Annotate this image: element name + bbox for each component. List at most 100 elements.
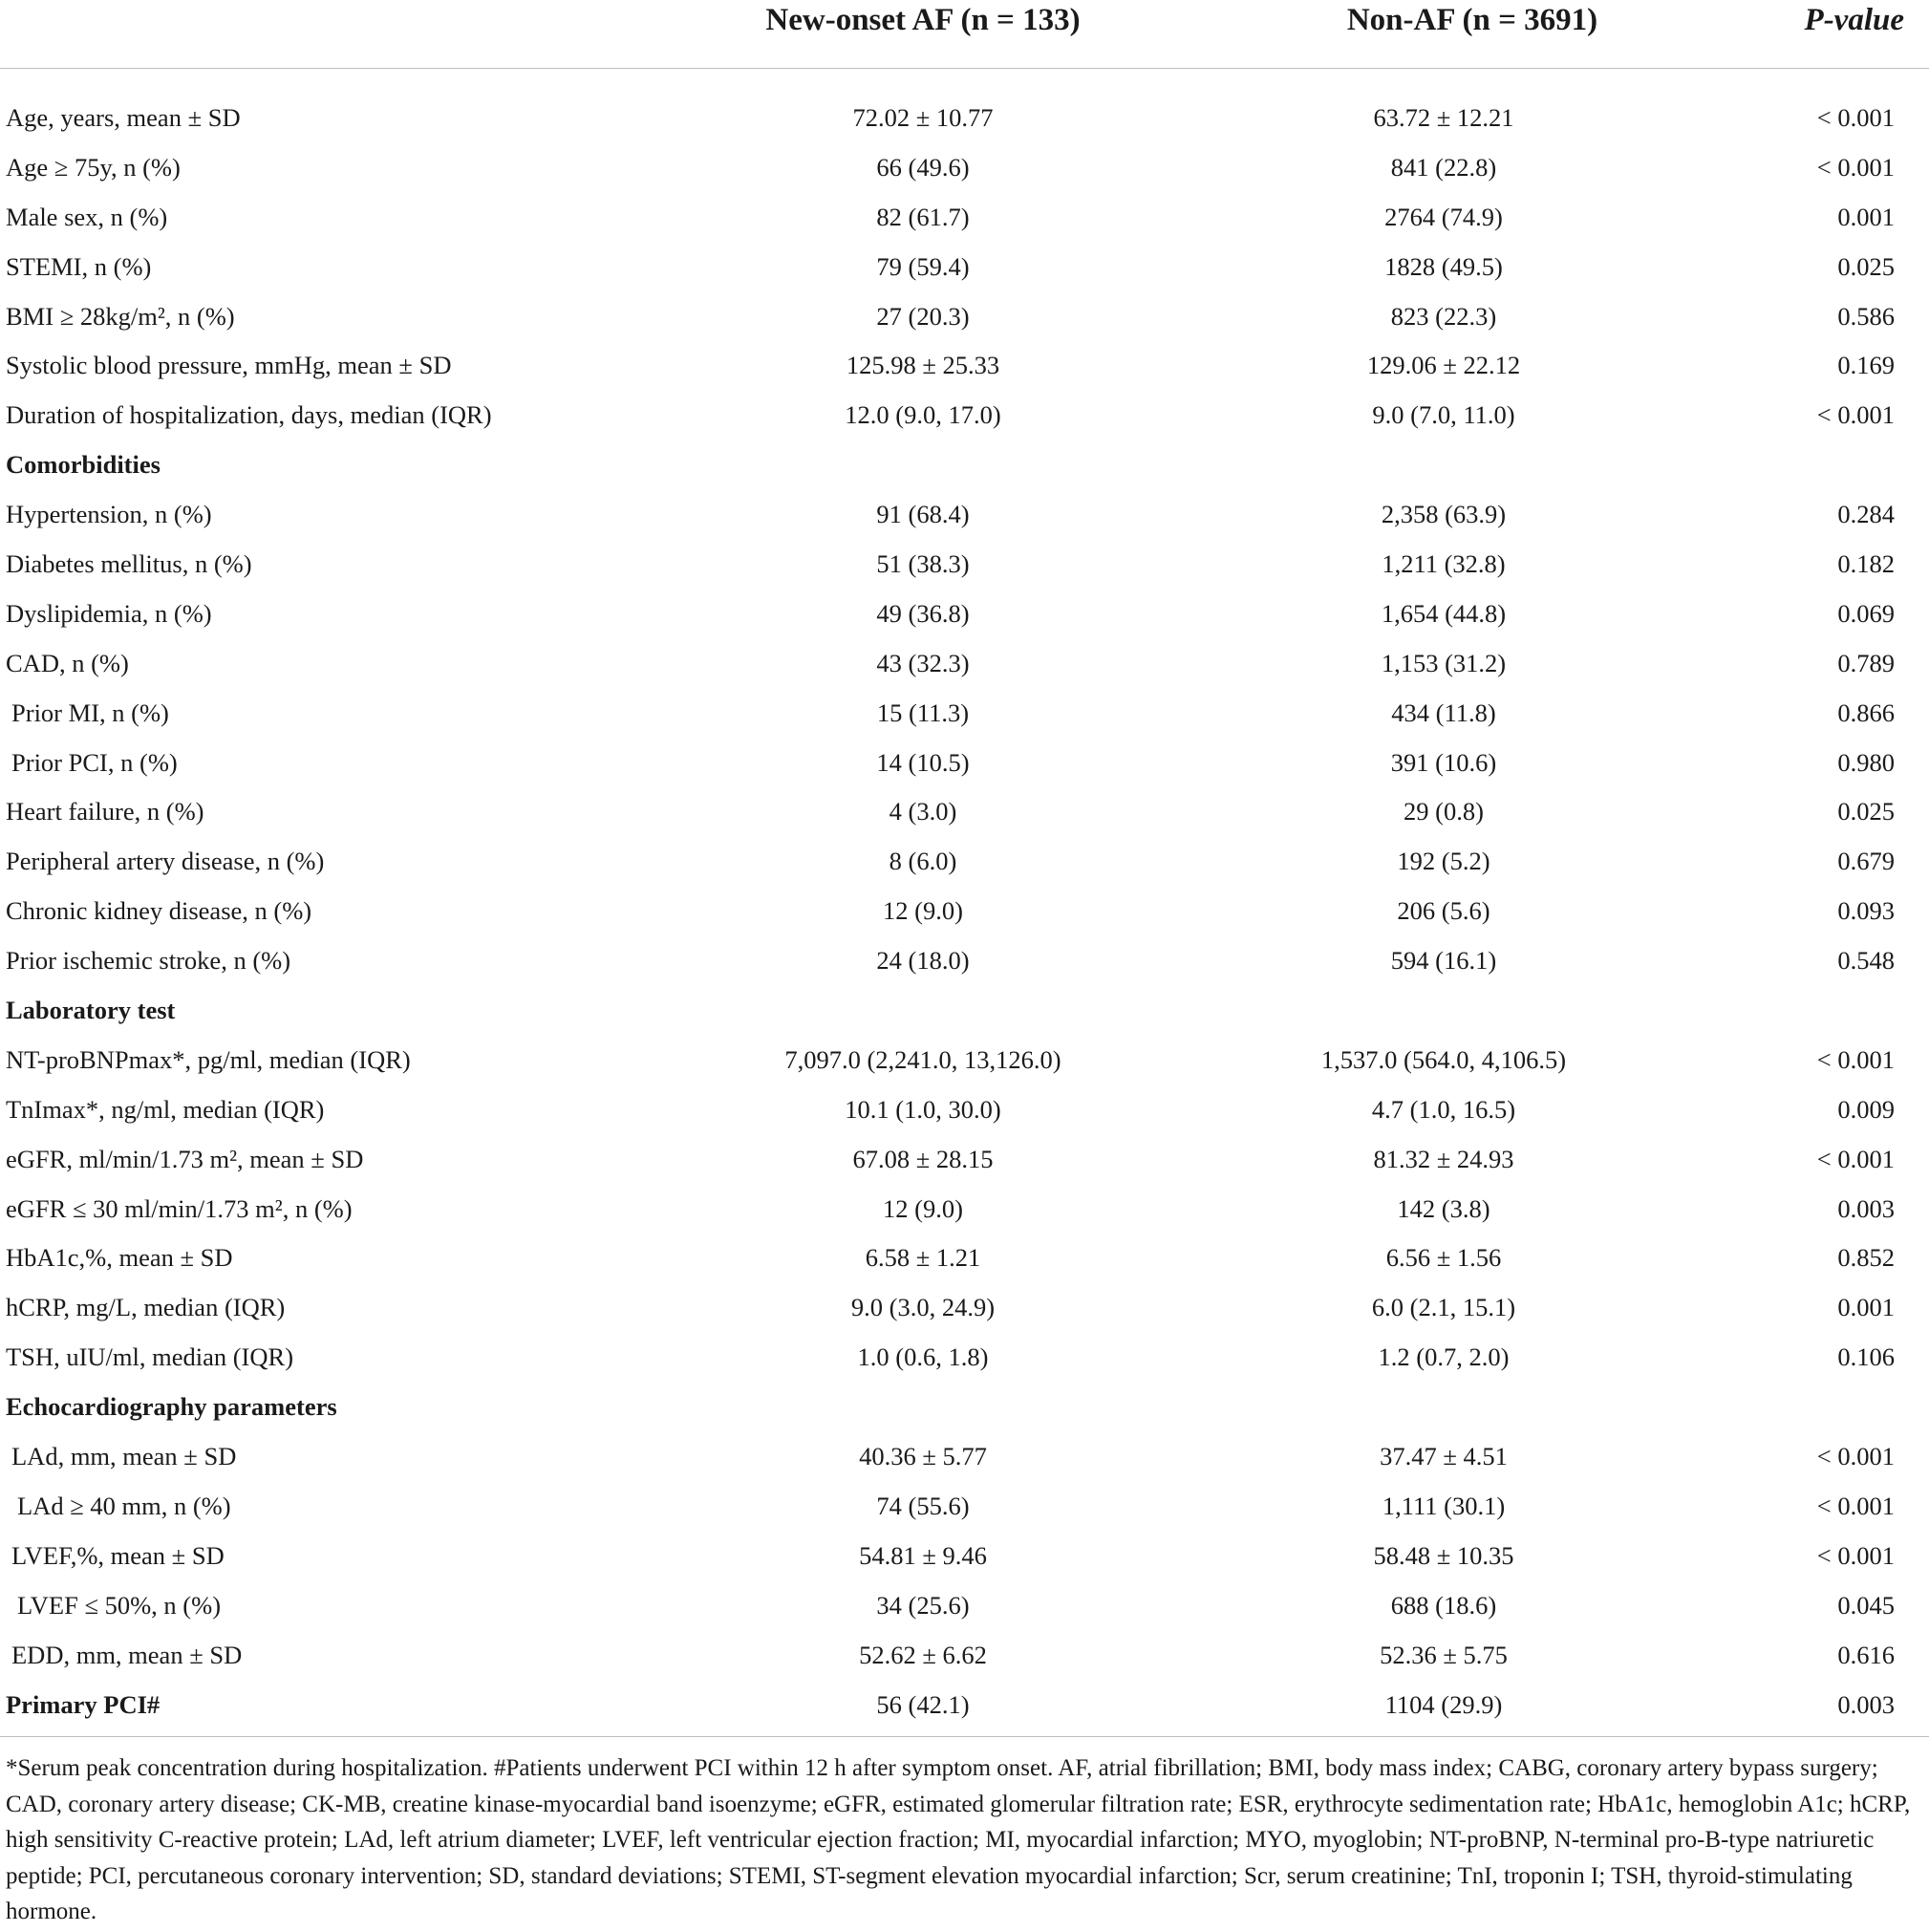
cell-non-af: 9.0 (7.0, 11.0) (1372, 400, 1515, 430)
cell-p-value: 0.980 (1837, 747, 1895, 777)
row-label: Chronic kidney disease, n (%) (6, 896, 312, 926)
row-label: Systolic blood pressure, mmHg, mean ± SD (6, 351, 452, 380)
row-label: BMI ≥ 28kg/m², n (%) (6, 301, 235, 331)
cell-p-value: 0.001 (1837, 202, 1895, 231)
table-row: Prior PCI, n (%) 14 (10.5) 391 (10.6) 0.980 (0, 739, 1929, 788)
table-row: EDD, mm, mean ± SD 52.62 ± 6.62 52.36 ± 5.… (0, 1631, 1929, 1681)
cell-new-onset-af: 27 (20.3) (876, 301, 970, 331)
table-section-row: Primary PCI# 56 (42.1) 1104 (29.9) 0.003 (0, 1681, 1929, 1730)
table-header: New-onset AF (n = 133) Non-AF (n = 3691)… (0, 0, 1929, 69)
cell-new-onset-af: 43 (32.3) (876, 648, 970, 677)
table-row: BMI ≥ 28kg/m², n (%) 27 (20.3) 823 (22.3) 0… (0, 292, 1929, 342)
table-row: STEMI, n (%) 79 (59.4) 1828 (49.5) 0.025 (0, 243, 1929, 292)
table-row: Age ≥ 75y, n (%) 66 (49.6) 841 (22.8) < 0.0… (0, 143, 1929, 193)
table-row: Duration of hospitalization, days, media… (0, 391, 1929, 440)
row-label: Dyslipidemia, n (%) (6, 598, 212, 628)
cell-p-value: 0.009 (1837, 1094, 1895, 1124)
cell-new-onset-af: 4 (3.0) (889, 797, 957, 826)
cell-new-onset-af: 56 (42.1) (876, 1689, 970, 1719)
table-row: hCRP, mg/L, median (IQR) 9.0 (3.0, 24.9) 6… (0, 1283, 1929, 1333)
cell-p-value (1710, 1383, 1895, 1432)
row-label: Comorbidities (6, 450, 161, 480)
cell-new-onset-af (726, 440, 1120, 490)
cell-new-onset-af: 72.02 ± 10.77 (852, 103, 994, 132)
table-row: LVEF,%, mean ± SD 54.81 ± 9.46 58.48 ± 10.… (0, 1532, 1929, 1581)
cell-new-onset-af: 52.62 ± 6.62 (859, 1640, 987, 1669)
cell-non-af: 434 (11.8) (1391, 698, 1496, 727)
cell-non-af: 1,654 (44.8) (1381, 598, 1507, 628)
row-label: Heart failure, n (%) (6, 797, 204, 826)
cell-p-value: 0.586 (1837, 301, 1895, 331)
row-label: TnImax*, ng/ml, median (IQR) (6, 1094, 325, 1124)
row-label: Age ≥ 75y, n (%) (6, 152, 181, 182)
cell-non-af: 391 (10.6) (1390, 747, 1497, 777)
cell-new-onset-af: 7,097.0 (2,241.0, 13,126.0) (784, 1044, 1061, 1074)
row-label: hCRP, mg/L, median (IQR) (6, 1293, 286, 1322)
cell-new-onset-af: 34 (25.6) (876, 1590, 970, 1620)
table-row: eGFR ≤ 30 ml/min/1.73 m², n (%) 12 (9.0) 1… (0, 1185, 1929, 1234)
cell-p-value: 0.616 (1837, 1640, 1895, 1669)
row-label: LVEF,%, mean ± SD (11, 1540, 225, 1570)
row-label: NT-proBNPmax*, pg/ml, median (IQR) (6, 1044, 411, 1074)
cell-p-value: 0.182 (1837, 549, 1895, 579)
cell-new-onset-af: 125.98 ± 25.33 (846, 351, 1000, 380)
row-label: Prior ischemic stroke, n (%) (6, 946, 291, 976)
cell-non-af: 823 (22.3) (1390, 301, 1497, 331)
cell-new-onset-af: 74 (55.6) (876, 1491, 970, 1520)
table-footnote: *Serum peak concentration during hospita… (6, 1755, 1911, 1924)
row-label: CAD, n (%) (6, 648, 129, 677)
cell-new-onset-af: 14 (10.5) (876, 747, 970, 777)
table-row: Male sex, n (%) 82 (61.7) 2764 (74.9) 0.001 (0, 193, 1929, 243)
table-row: Age, years, mean ± SD 72.02 ± 10.77 63.72 … (0, 94, 1929, 143)
baseline-characteristics-table: New-onset AF (n = 133) Non-AF (n = 3691)… (0, 0, 1929, 1730)
cell-p-value: 0.003 (1837, 1689, 1895, 1719)
cell-non-af: 192 (5.2) (1397, 847, 1490, 876)
cell-non-af: 1104 (29.9) (1384, 1689, 1503, 1719)
cell-p-value: 0.001 (1837, 1293, 1895, 1322)
row-label: EDD, mm, mean ± SD (11, 1640, 243, 1669)
cell-non-af: 1828 (49.5) (1384, 251, 1503, 281)
row-label: eGFR, ml/min/1.73 m², mean ± SD (6, 1144, 364, 1173)
row-label: Primary PCI# (6, 1689, 161, 1719)
cell-new-onset-af: 91 (68.4) (876, 500, 970, 529)
row-label: eGFR ≤ 30 ml/min/1.73 m², n (%) (6, 1193, 353, 1223)
header-new-onset-af: New-onset AF (n = 133) (765, 3, 1081, 37)
cell-new-onset-af: 8 (6.0) (889, 847, 957, 876)
table-section-row: Echocardiography parameters (0, 1383, 1929, 1432)
table-row: LAd ≥ 40 mm, n (%) 74 (55.6) 1,111 (30.1) <… (0, 1482, 1929, 1532)
cell-p-value: 0.852 (1837, 1243, 1895, 1273)
cell-p-value: < 0.001 (1816, 1491, 1895, 1520)
cell-new-onset-af: 1.0 (0.6, 1.8) (857, 1342, 989, 1372)
table-row: Systolic blood pressure, mmHg, mean ± SD… (0, 341, 1929, 391)
cell-new-onset-af: 82 (61.7) (876, 202, 970, 231)
row-label: Duration of hospitalization, days, media… (6, 400, 492, 430)
cell-p-value: < 0.001 (1816, 103, 1895, 132)
row-label: Laboratory test (6, 996, 176, 1025)
row-label: Prior MI, n (%) (11, 698, 169, 727)
cell-p-value: < 0.001 (1816, 1540, 1895, 1570)
cell-p-value: < 0.001 (1816, 1044, 1895, 1074)
cell-non-af: 1.2 (0.7, 2.0) (1378, 1342, 1510, 1372)
table-row: eGFR, ml/min/1.73 m², mean ± SD 67.08 ± 2… (0, 1135, 1929, 1185)
cell-p-value: 0.548 (1837, 946, 1895, 976)
cell-non-af: 1,153 (31.2) (1381, 648, 1507, 677)
cell-non-af: 1,537.0 (564.0, 4,106.5) (1320, 1044, 1567, 1074)
row-label: TSH, uIU/ml, median (IQR) (6, 1342, 294, 1372)
cell-non-af: 688 (18.6) (1390, 1590, 1497, 1620)
cell-p-value: 0.093 (1837, 896, 1895, 926)
header-p-value: P-value (1804, 3, 1904, 37)
row-label: Male sex, n (%) (6, 202, 168, 231)
cell-non-af (1247, 1383, 1640, 1432)
cell-non-af (1247, 986, 1640, 1036)
table-row: Peripheral artery disease, n (%) 8 (6.0) 1… (0, 837, 1929, 887)
cell-p-value: < 0.001 (1816, 152, 1895, 182)
header-non-af: Non-AF (n = 3691) (1346, 3, 1598, 37)
row-label: Peripheral artery disease, n (%) (6, 847, 325, 876)
row-label: LVEF ≤ 50%, n (%) (17, 1590, 222, 1620)
cell-non-af: 37.47 ± 4.51 (1380, 1442, 1508, 1471)
table-row: NT-proBNPmax*, pg/ml, median (IQR) 7,097.… (0, 1036, 1929, 1085)
cell-non-af: 4.7 (1.0, 16.5) (1371, 1094, 1516, 1124)
cell-non-af: 6.0 (2.1, 15.1) (1371, 1293, 1516, 1322)
cell-new-onset-af: 9.0 (3.0, 24.9) (850, 1293, 996, 1322)
cell-p-value: < 0.001 (1816, 1144, 1895, 1173)
